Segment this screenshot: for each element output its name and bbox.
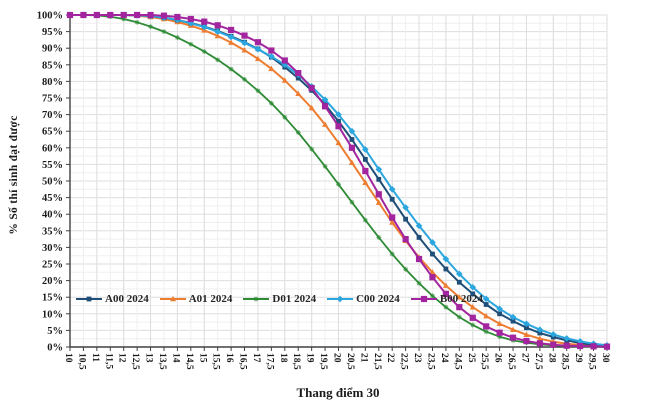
x-tick-label: 15,5	[211, 353, 221, 370]
x-tick-label: 16	[224, 353, 234, 363]
y-tick-label: 10%	[42, 309, 63, 320]
x-tick-label: 29	[573, 353, 583, 363]
legend: A00 2024 A01 2024 D01 2024 C00 2024 B00 2024	[76, 293, 483, 305]
x-tick-label: 11	[90, 353, 100, 362]
x-tick-label: 19	[305, 353, 315, 363]
x-tick-label: 22	[385, 353, 395, 363]
y-tick-label: 55%	[42, 160, 63, 171]
x-tick-label: 12	[117, 353, 127, 363]
x-tick-label: 30	[600, 353, 610, 363]
x-tick-label: 17,5	[264, 353, 274, 370]
axes: 100% 95% 90% 85% 80% 75% 70% 65% 60% 55% 50% 45% 40%…	[37, 11, 610, 370]
x-tick-label: 24,5	[452, 353, 462, 370]
x-tick-label: 14,5	[184, 353, 194, 370]
x-tick-label: 28	[546, 353, 556, 363]
legend-item-c00-2024: C00 2024	[327, 293, 400, 305]
x-tick-label: 25,5	[479, 353, 489, 370]
y-axis-title: % Số thí sinh đạt được	[8, 115, 20, 235]
x-tick-label: 13	[144, 353, 154, 363]
x-tick-label: 20,5	[345, 353, 355, 370]
x-tick-label: 21,5	[372, 353, 382, 370]
x-tick-label: 27,5	[533, 353, 543, 370]
x-tick-label: 10,5	[76, 353, 86, 370]
y-tick-label: 20%	[42, 276, 63, 287]
x-tick-label: 23	[412, 353, 422, 363]
x-tick-label: 27	[519, 353, 529, 363]
legend-label: A01 2024	[188, 293, 233, 305]
x-tick-label: 10	[63, 353, 73, 363]
x-tick-label: 18	[278, 353, 288, 363]
legend-label: A00 2024	[105, 293, 149, 305]
x-tick-label: 16,5	[238, 353, 248, 370]
y-tick-label: 0%	[47, 343, 63, 354]
x-tick-label: 26,5	[506, 353, 516, 370]
gridlines	[69, 14, 608, 348]
x-tick-label: 11,5	[103, 353, 113, 369]
x-tick-label: 29,5	[587, 353, 597, 370]
legend-item-a01-2024: A01 2024	[159, 293, 233, 305]
legend-marker-icon	[243, 296, 270, 302]
series-b00-2024	[66, 11, 611, 350]
x-tick-label: 24	[439, 353, 449, 363]
y-tick-label: 90%	[42, 44, 63, 55]
x-tick-label: 22,5	[399, 353, 409, 370]
y-tick-label: 70%	[42, 110, 63, 121]
y-tick-label: 50%	[42, 177, 63, 188]
x-tick-label: 25	[466, 353, 476, 363]
series-d01-2024	[67, 12, 610, 350]
x-tick-label: 13,5	[157, 353, 167, 370]
y-tick-label: 65%	[42, 127, 63, 138]
x-tick-label: 17	[251, 353, 261, 363]
y-tick-label: 95%	[42, 27, 63, 38]
y-tick-label: 85%	[42, 60, 63, 71]
x-axis-title: Thang điểm 30	[296, 385, 380, 400]
y-tick-label: 75%	[42, 94, 63, 105]
legend-item-a00-2024: A00 2024	[76, 293, 149, 305]
y-tick-label: 45%	[42, 193, 63, 204]
legend-marker-icon	[327, 295, 354, 303]
x-tick-label: 23,5	[425, 353, 435, 370]
x-tick-label: 12,5	[130, 353, 140, 370]
y-tick-label: 35%	[42, 226, 63, 237]
x-tick-label: 18,5	[291, 353, 301, 370]
legend-marker-icon	[410, 295, 437, 303]
y-tick-label: 15%	[42, 293, 63, 304]
legend-item-b00-2024: B00 2024	[410, 293, 483, 305]
y-tick-label: 80%	[42, 77, 63, 88]
y-tick-label: 40%	[42, 210, 63, 221]
y-tick-label: 30%	[42, 243, 63, 254]
legend-label: B00 2024	[439, 293, 483, 305]
x-tick-label: 28,5	[560, 353, 570, 370]
y-tick-label: 100%	[37, 11, 63, 22]
legend-marker-icon	[159, 295, 186, 302]
y-tick-label: 5%	[47, 326, 63, 337]
y-tick-label: 60%	[42, 143, 63, 154]
y-tick-label: 25%	[42, 260, 63, 271]
legend-label: C00 2024	[356, 293, 400, 305]
x-tick-label: 19,5	[318, 353, 328, 370]
legend-label: D01 2024	[272, 293, 317, 305]
x-tick-label: 21	[358, 353, 368, 363]
x-tick-label: 14	[170, 353, 180, 363]
x-tick-label: 26	[493, 353, 503, 363]
x-tick-label: 15	[197, 353, 207, 363]
legend-item-d01-2024: D01 2024	[243, 293, 316, 305]
legend-marker-icon	[76, 296, 102, 302]
x-tick-label: 20	[332, 353, 342, 363]
